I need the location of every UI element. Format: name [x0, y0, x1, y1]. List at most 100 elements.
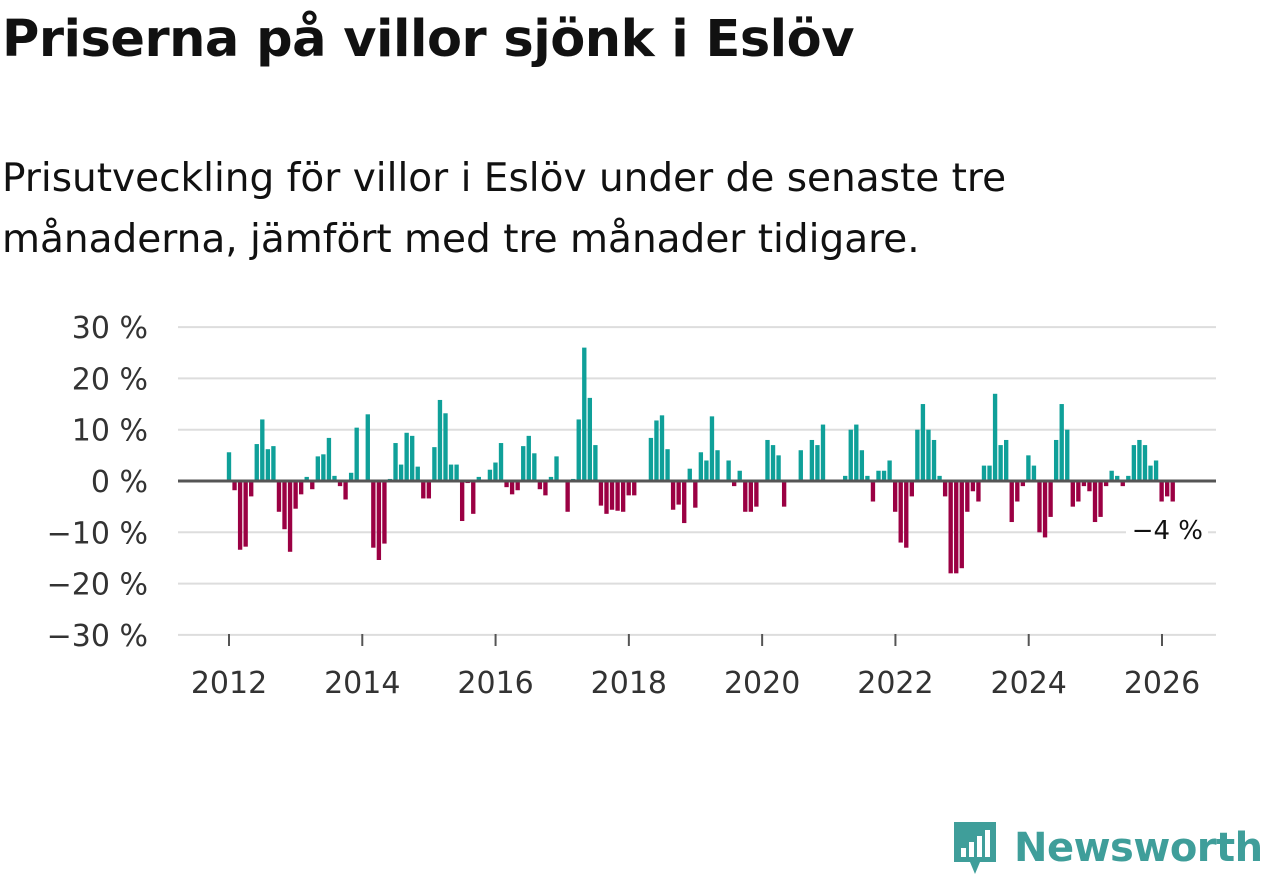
bar — [1142, 445, 1148, 481]
bar — [1098, 481, 1103, 517]
bar — [704, 460, 709, 481]
bar — [1081, 481, 1087, 487]
bar — [287, 481, 293, 552]
bar — [1109, 470, 1114, 481]
bar — [321, 454, 326, 481]
bar — [1137, 439, 1142, 481]
bar — [798, 450, 803, 481]
bar — [776, 455, 781, 481]
y-axis-ticks: 30 % 20 % 10 % 0 % −10 % −20 % −30 % — [47, 311, 148, 654]
bar — [770, 445, 776, 481]
bar — [437, 399, 443, 481]
bar — [526, 435, 531, 481]
y-tick-label: −10 % — [47, 516, 148, 551]
bar — [743, 481, 748, 512]
bar — [398, 464, 404, 481]
bar — [310, 481, 315, 490]
bar — [676, 481, 681, 505]
bars — [226, 347, 1175, 574]
bar — [1153, 460, 1159, 481]
bar — [1048, 481, 1053, 517]
bar — [859, 450, 865, 481]
bar — [754, 481, 759, 507]
bar — [509, 481, 515, 495]
y-tick-label: 0 % — [91, 465, 148, 500]
bar — [876, 470, 881, 481]
bar — [665, 449, 670, 481]
bar — [521, 446, 526, 481]
bar — [415, 466, 420, 481]
bar — [348, 472, 354, 481]
bar-chart-pin-icon — [954, 822, 996, 874]
bar — [365, 414, 370, 481]
bar — [459, 481, 465, 522]
bar — [243, 481, 248, 547]
bar — [426, 481, 432, 499]
bar — [987, 465, 992, 481]
bar — [781, 481, 787, 507]
x-tick-label: 2026 — [1124, 666, 1200, 700]
bar — [332, 475, 337, 481]
bar — [854, 424, 859, 481]
bar — [1126, 475, 1131, 481]
bar — [598, 481, 604, 506]
bar — [1059, 404, 1064, 481]
bar — [1053, 439, 1059, 481]
bar-chart: 30 %20 %10 %0 %−10 %−20 %−30 % 2012 2014 2… — [47, 311, 1216, 700]
bar — [1103, 481, 1109, 487]
bar — [709, 416, 715, 481]
bar — [820, 424, 826, 481]
bar — [948, 481, 953, 574]
bar — [448, 464, 454, 481]
bar — [926, 429, 931, 481]
bar — [915, 429, 920, 481]
bar — [254, 444, 259, 481]
bar — [1026, 455, 1031, 481]
x-tick-label: 2016 — [457, 666, 533, 700]
bar — [576, 419, 581, 481]
bar — [843, 475, 848, 481]
bar — [271, 446, 276, 481]
bar — [554, 456, 559, 481]
bar — [515, 481, 520, 491]
x-tick-label: 2014 — [324, 666, 400, 700]
x-tick-label: 2020 — [724, 666, 800, 700]
bar — [1009, 481, 1014, 523]
bar — [715, 450, 720, 481]
bar — [615, 481, 620, 511]
bar — [765, 439, 770, 481]
bar — [1092, 481, 1098, 523]
bar — [904, 481, 909, 548]
bar — [565, 481, 570, 512]
bar — [892, 481, 898, 512]
bar — [632, 481, 637, 496]
bar — [493, 462, 498, 481]
bar — [976, 481, 981, 502]
bar — [421, 481, 426, 499]
bar — [965, 481, 970, 512]
bar — [354, 427, 359, 481]
y-tick-label: 10 % — [72, 414, 148, 449]
bar — [626, 481, 631, 496]
bar — [1020, 481, 1026, 487]
bar — [1037, 481, 1042, 533]
y-tick-label: 30 % — [72, 311, 148, 346]
bar — [260, 419, 265, 481]
bar — [809, 439, 815, 481]
bar — [726, 460, 731, 481]
bar — [337, 481, 343, 487]
bar — [432, 447, 437, 481]
bar — [1004, 439, 1009, 481]
grid-lines — [178, 326, 1216, 636]
bar — [609, 481, 615, 510]
bar — [1015, 481, 1020, 502]
bar — [476, 476, 481, 481]
x-axis-ticks: 2012 2014 2016 2018 2020 2022 2024 2026 — [191, 634, 1200, 700]
bar — [992, 393, 998, 481]
bar — [265, 449, 271, 481]
bar — [954, 481, 959, 574]
bar — [887, 460, 892, 481]
bar — [682, 481, 687, 524]
bar — [393, 443, 398, 481]
chart-subtitle: Prisutveckling för villor i Eslöv under … — [2, 156, 1007, 262]
